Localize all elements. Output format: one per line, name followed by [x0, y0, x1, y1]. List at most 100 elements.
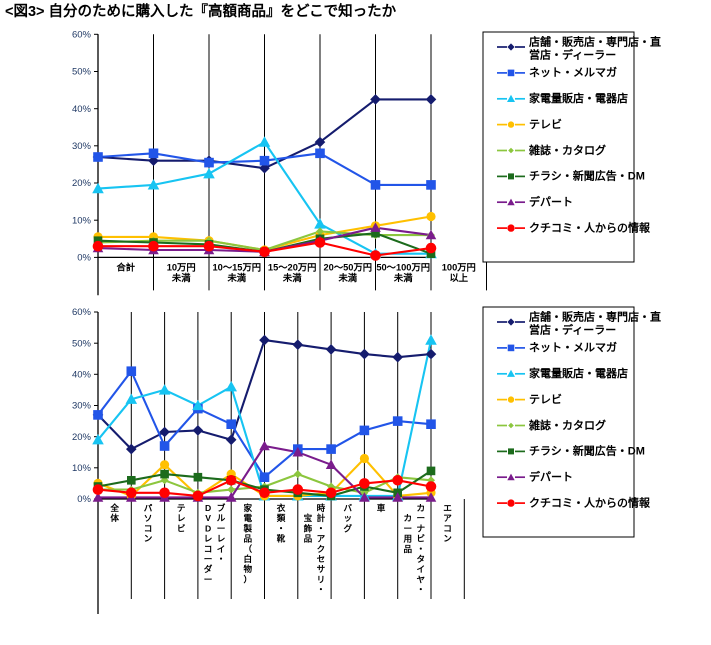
svg-text:ソ: ソ — [144, 513, 153, 523]
svg-text:イ: イ — [217, 544, 226, 554]
svg-text:未満: 未満 — [226, 272, 246, 283]
svg-text:家電量販店・電器店: 家電量販店・電器店 — [529, 91, 628, 105]
svg-text:ナ: ナ — [416, 523, 425, 533]
svg-text:未満: 未満 — [337, 272, 357, 283]
svg-text:ー: ー — [204, 574, 213, 584]
svg-text:計: 計 — [317, 512, 326, 523]
svg-text:未満: 未満 — [393, 272, 413, 283]
svg-text:時: 時 — [317, 502, 326, 513]
svg-text:10万円: 10万円 — [167, 262, 196, 272]
svg-text:白: 白 — [243, 553, 252, 564]
svg-text:・: ・ — [416, 544, 425, 554]
svg-text:製: 製 — [242, 522, 252, 533]
svg-text:60%: 60% — [72, 307, 92, 318]
svg-text:0%: 0% — [77, 253, 91, 264]
svg-text:ビ: ビ — [416, 533, 425, 544]
svg-text:店舗・販売店・専門店・直: 店舗・販売店・専門店・直 — [529, 309, 661, 323]
svg-text:ン: ン — [443, 534, 452, 544]
svg-text:ル: ル — [217, 513, 226, 523]
svg-text:）: ） — [243, 574, 252, 584]
svg-text:車: 車 — [377, 502, 386, 513]
svg-text:デパート: デパート — [529, 470, 573, 484]
svg-text:未満: 未満 — [282, 272, 302, 283]
svg-text:家: 家 — [243, 502, 252, 513]
svg-text:V: V — [205, 513, 211, 523]
svg-text:ッ: ッ — [343, 513, 352, 523]
svg-text:D: D — [205, 523, 211, 533]
svg-text:ー: ー — [217, 523, 226, 533]
svg-text:営店・ディーラー: 営店・ディーラー — [529, 47, 616, 61]
svg-text:ー: ー — [403, 523, 412, 533]
svg-text:コ: コ — [144, 523, 153, 533]
svg-text:<図3> 自分のために購入した『高額商品』をどこで知ったか: <図3> 自分のために購入した『高額商品』をどこで知ったか — [5, 2, 397, 20]
svg-text:ヤ: ヤ — [416, 574, 425, 584]
svg-text:リ: リ — [317, 574, 326, 584]
svg-text:営店・ディーラー: 営店・ディーラー — [529, 322, 616, 336]
svg-text:パ: パ — [144, 502, 153, 513]
svg-text:未満: 未満 — [171, 272, 191, 283]
svg-text:・: ・ — [217, 554, 226, 564]
svg-text:40%: 40% — [72, 104, 92, 115]
svg-text:チラシ・新聞広告・DM: チラシ・新聞広告・DM — [529, 444, 645, 458]
svg-text:30%: 30% — [72, 141, 92, 152]
svg-text:カ: カ — [416, 503, 425, 513]
svg-text:15〜20万円: 15〜20万円 — [268, 262, 317, 272]
svg-text:50%: 50% — [72, 67, 92, 78]
svg-text:家電量販店・電器店: 家電量販店・電器店 — [529, 366, 628, 380]
svg-text:全: 全 — [109, 502, 119, 513]
svg-text:合計: 合計 — [116, 261, 135, 272]
svg-text:・: ・ — [277, 523, 286, 533]
svg-text:飾: 飾 — [304, 522, 313, 533]
svg-text:物: 物 — [243, 563, 252, 574]
svg-text:クチコミ・人からの情報: クチコミ・人からの情報 — [529, 220, 651, 234]
svg-text:・: ・ — [317, 523, 326, 533]
svg-text:ー: ー — [204, 554, 213, 564]
svg-text:ネット・メルマガ: ネット・メルマガ — [529, 65, 617, 79]
svg-text:エ: エ — [443, 503, 452, 513]
svg-text:ブ: ブ — [217, 502, 226, 513]
svg-text:テ: テ — [177, 503, 186, 513]
svg-text:レ: レ — [204, 534, 213, 544]
svg-text:20%: 20% — [72, 178, 92, 189]
svg-text:類: 類 — [276, 512, 286, 523]
svg-text:40%: 40% — [72, 370, 92, 381]
svg-text:30%: 30% — [72, 401, 92, 412]
svg-text:店舗・販売店・専門店・直: 店舗・販売店・専門店・直 — [529, 34, 661, 48]
svg-text:サ: サ — [317, 564, 326, 574]
svg-text:デパート: デパート — [529, 195, 573, 209]
svg-text:用: 用 — [402, 534, 412, 544]
svg-text:60%: 60% — [72, 30, 92, 41]
svg-text:50%: 50% — [72, 338, 92, 349]
svg-text:10%: 10% — [72, 215, 92, 226]
svg-text:ク: ク — [317, 544, 326, 554]
svg-text:コ: コ — [204, 544, 213, 554]
svg-text:10〜15万円: 10〜15万円 — [213, 262, 262, 272]
svg-text:クチコミ・人からの情報: クチコミ・人からの情報 — [529, 495, 651, 509]
svg-text:イ: イ — [416, 564, 425, 574]
svg-text:ビ: ビ — [177, 522, 186, 533]
svg-text:ダ: ダ — [204, 563, 213, 574]
svg-text:ア: ア — [317, 534, 326, 544]
svg-text:100万円: 100万円 — [442, 262, 476, 272]
svg-text:20〜50万円: 20〜50万円 — [324, 262, 373, 272]
svg-text:D: D — [205, 503, 211, 513]
svg-text:20%: 20% — [72, 432, 92, 443]
svg-text:（: （ — [243, 544, 252, 554]
svg-text:50〜100万円: 50〜100万円 — [376, 262, 430, 272]
svg-text:品: 品 — [304, 534, 313, 544]
svg-text:ン: ン — [144, 534, 153, 544]
svg-text:品: 品 — [243, 534, 252, 544]
svg-text:ネット・メルマガ: ネット・メルマガ — [529, 340, 617, 354]
svg-text:体: 体 — [110, 512, 119, 523]
svg-text:ア: ア — [443, 513, 452, 523]
svg-text:以上: 以上 — [449, 272, 468, 283]
svg-text:衣: 衣 — [277, 502, 286, 513]
svg-text:宝: 宝 — [304, 512, 313, 523]
svg-text:テレビ: テレビ — [529, 117, 562, 131]
svg-text:コ: コ — [443, 523, 452, 533]
svg-text:靴: 靴 — [277, 533, 286, 544]
svg-text:レ: レ — [177, 513, 186, 523]
svg-text:0%: 0% — [77, 494, 91, 505]
svg-text:雑誌・カタログ: 雑誌・カタログ — [528, 143, 606, 157]
svg-text:グ: グ — [343, 522, 352, 533]
